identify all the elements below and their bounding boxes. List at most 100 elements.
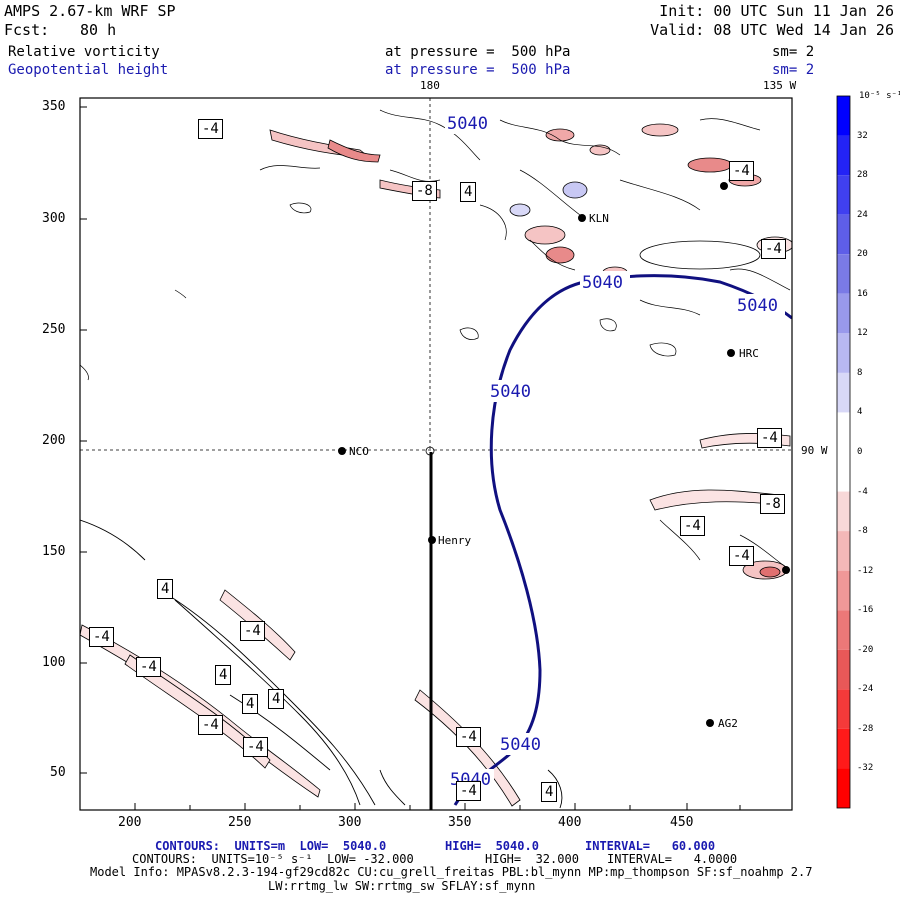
station-nco-label: NCO: [349, 445, 369, 458]
footer-height-interval: INTERVAL= 60.000: [585, 839, 716, 853]
colorbar-tick-label: 28: [857, 170, 868, 181]
forecast-label: Fcst:: [4, 21, 50, 39]
colorbar-tick-label: -8: [857, 526, 868, 537]
field2-smoothing: sm= 2: [772, 62, 815, 78]
field2-name: Geopotential height: [8, 62, 169, 78]
colorbar-tick-label: 12: [857, 328, 868, 339]
colorbar-swatch: [837, 214, 850, 255]
colorbar-tick-label: -16: [857, 605, 874, 616]
field2-level: at pressure = 500 hPa: [385, 62, 571, 78]
colorbar-tick-label: -28: [857, 723, 874, 734]
height-label: 5040: [582, 273, 623, 293]
vorticity-cluster-north: [269, 123, 792, 580]
vorticity-label: -4: [136, 657, 161, 677]
vorticity-lines-positive: [80, 519, 563, 809]
colorbar-swatch: [837, 333, 850, 373]
colorbar-swatch: [837, 728, 850, 769]
y-tick-label: 100: [42, 655, 66, 670]
height-label: 5040: [500, 735, 541, 755]
colorbar-swatch: [837, 135, 850, 176]
x-tick-label: 350: [448, 815, 472, 830]
vorticity-label: 4: [215, 665, 232, 685]
x-tick-label: 300: [338, 815, 362, 830]
vorticity-label: 4: [460, 182, 477, 202]
height-label: 5040: [737, 296, 778, 316]
height-contour-5040: [453, 274, 792, 806]
y-tick-label: 150: [42, 544, 66, 559]
vorticity-label: -8: [760, 494, 785, 514]
footer-height-contours: CONTOURS: UNITS=m LOW= 5040.0: [155, 839, 387, 853]
station-north-marker: [720, 182, 728, 190]
x-tick-label: 250: [228, 815, 252, 830]
vorticity-label: -4: [729, 546, 754, 566]
pole-marker: [425, 446, 435, 456]
y-tick-label: 350: [42, 99, 66, 114]
vorticity-label: -4: [680, 516, 705, 536]
footer-vort-contours: CONTOURS: UNITS=10⁻⁵ s⁻¹ LOW= -32.000: [132, 852, 414, 866]
colorbar-swatch: [837, 452, 850, 492]
colorbar-tick-label: -24: [857, 684, 874, 695]
height-label: 5040: [490, 382, 531, 402]
colorbar-swatch: [837, 412, 850, 452]
init-time: Init: 00 UTC Sun 11 Jan 26: [659, 2, 894, 20]
colorbar-swatch: [837, 175, 850, 215]
station-ag2-label: AG2: [718, 717, 738, 730]
station-henry-label: Henry: [438, 534, 472, 547]
colorbar-swatch: [837, 254, 850, 294]
lon-label-135w: 135 W: [763, 79, 797, 92]
colorbar-tick-label: -32: [857, 763, 874, 774]
vorticity-label: -4: [243, 737, 268, 757]
station-markers: [338, 182, 790, 727]
colorbar-swatch: [837, 610, 850, 650]
station-nco-marker: [338, 447, 346, 455]
contour-label-boxes: [445, 112, 785, 791]
vorticity-label: -4: [456, 781, 481, 801]
x-axis-ticks: [134, 803, 741, 810]
colorbar-swatch: [837, 491, 850, 532]
x-tick-label: 400: [558, 815, 582, 830]
x-tick-label: 200: [118, 815, 142, 830]
field1-name: Relative vorticity: [8, 44, 160, 60]
colorbar-tick-label: 20: [857, 249, 868, 260]
vorticity-label: -4: [456, 727, 481, 747]
station-hrc-label: HRC: [739, 347, 759, 360]
colorbar-swatch: [837, 372, 850, 413]
colorbar-swatch: [837, 768, 850, 808]
x-tick-label: 450: [670, 815, 694, 830]
lon-label-90w: 90 W: [801, 444, 828, 457]
station-kln-marker: [578, 214, 586, 222]
colorbar-unit: 10⁻⁵ s⁻¹: [859, 91, 900, 101]
colorbar-tick-label: 8: [857, 367, 863, 378]
forecast-hour: 80 h: [80, 21, 117, 39]
y-tick-label: 300: [42, 211, 66, 226]
station-henry-marker: [428, 536, 436, 544]
y-tick-label: 50: [50, 765, 66, 780]
field1-level: at pressure = 500 hPa: [385, 44, 571, 60]
colorbar: [836, 95, 851, 809]
station-kln-label: KLN: [589, 212, 609, 225]
colorbar-swatch: [837, 570, 850, 611]
footer-vort-high: HIGH= 32.000: [485, 852, 579, 866]
colorbar-swatch: [837, 689, 850, 729]
vorticity-label: 4: [268, 689, 285, 709]
vorticity-label: 4: [541, 782, 558, 802]
station-east-marker: [782, 566, 790, 574]
station-ag2-marker: [706, 719, 714, 727]
colorbar-tick-label: -20: [857, 644, 874, 655]
colorbar-swatch: [837, 96, 850, 136]
footer-height-high: HIGH= 5040.0: [445, 839, 539, 853]
vorticity-label: -4: [240, 621, 265, 641]
footer-model-info: Model Info: MPASv8.2.3-194-gf29cd82c CU:…: [90, 865, 813, 879]
y-tick-label: 250: [42, 322, 66, 337]
vorticity-label: -4: [89, 627, 114, 647]
colorbar-swatch: [837, 293, 850, 334]
vorticity-label: -8: [412, 181, 437, 201]
model-title: AMPS 2.67-km WRF SP: [4, 2, 176, 20]
plot-area: [80, 98, 792, 810]
colorbar-tick-label: -4: [857, 486, 868, 497]
footer-physics-info: LW:rrtmg_lw SW:rrtmg_sw SFLAY:sf_mynn: [268, 879, 536, 893]
vorticity-label: -4: [761, 239, 786, 259]
vorticity-label: -4: [198, 119, 223, 139]
colorbar-tick-label: -12: [857, 565, 874, 576]
